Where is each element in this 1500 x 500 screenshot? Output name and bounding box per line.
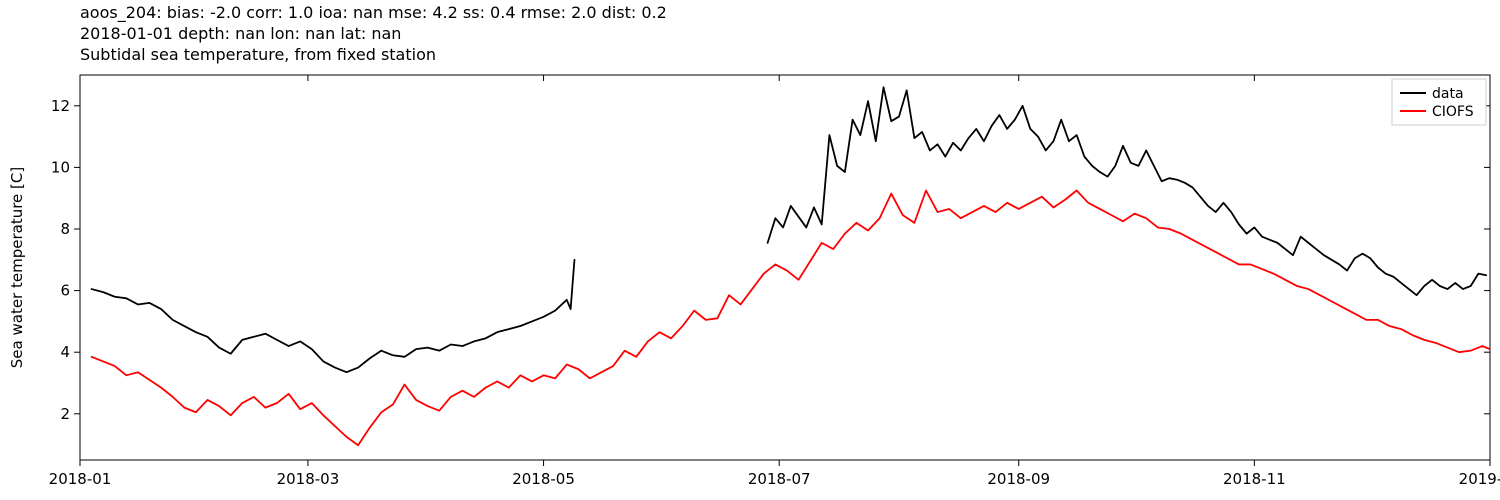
y-axis-label: Sea water temperature [C] [8,167,26,368]
xtick-label: 2018-07 [748,470,811,488]
xtick-label: 2018-05 [512,470,575,488]
ytick-label: 4 [60,343,70,361]
ytick-label: 2 [60,405,70,423]
xtick-label: 2018-09 [987,470,1050,488]
chart-svg: aoos_204: bias: -2.0 corr: 1.0 ioa: nan … [0,0,1500,500]
ytick-label: 10 [51,158,70,176]
ytick-label: 6 [60,282,70,300]
xtick-label: 2018-03 [277,470,340,488]
ytick-label: 12 [51,97,70,115]
legend-label: CIOFS [1432,104,1474,120]
xtick-label: 2018-01 [49,470,112,488]
xtick-label: 2018-11 [1223,470,1286,488]
chart-title-line-1: 2018-01-01 depth: nan lon: nan lat: nan [80,24,401,43]
timeseries-chart: aoos_204: bias: -2.0 corr: 1.0 ioa: nan … [0,0,1500,500]
xtick-label: 2019-01 [1459,470,1500,488]
chart-title-line-0: aoos_204: bias: -2.0 corr: 1.0 ioa: nan … [80,3,667,23]
ytick-label: 8 [60,220,70,238]
chart-title-line-2: Subtidal sea temperature, from fixed sta… [80,45,436,64]
legend-label: data [1432,86,1464,102]
